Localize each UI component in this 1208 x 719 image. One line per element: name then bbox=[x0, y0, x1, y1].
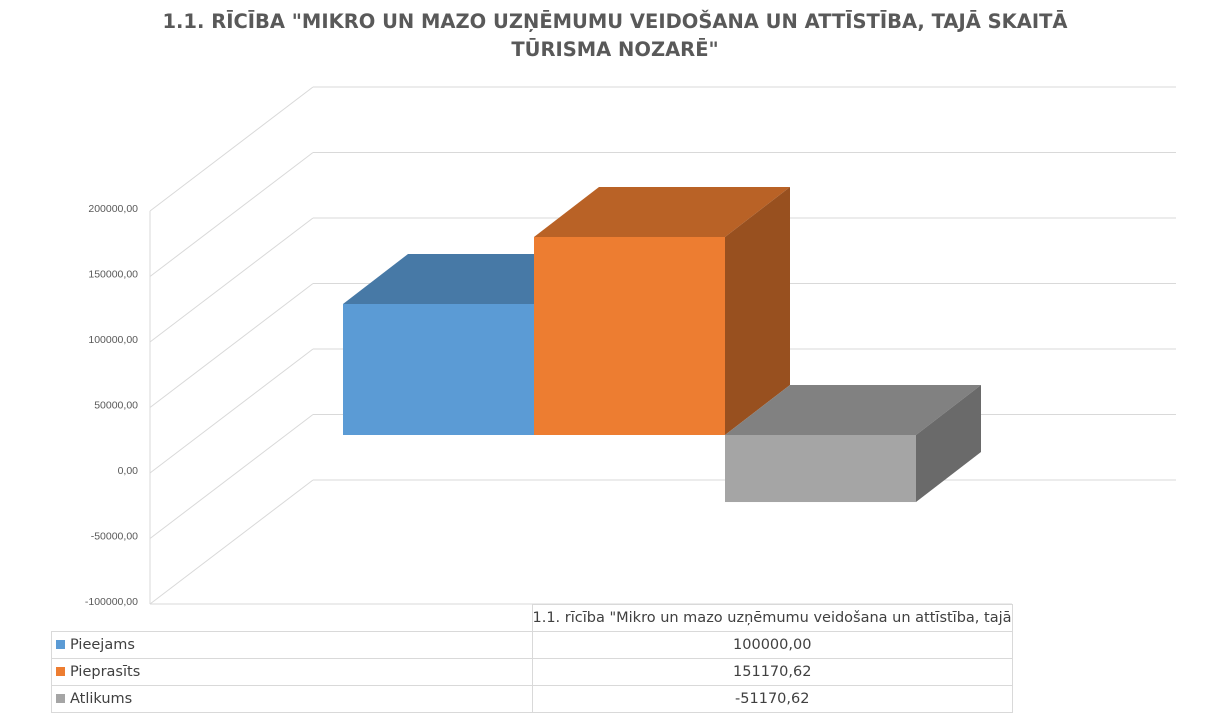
legend-entry-pieejams: Pieejams bbox=[51, 631, 533, 659]
data-table-value: 151170,62 bbox=[531, 658, 1013, 686]
bar-side-face bbox=[725, 186, 790, 435]
data-table-row: Pieprasīts 151170,62 bbox=[51, 658, 1013, 686]
legend-swatch bbox=[56, 694, 65, 703]
series-name: Atlikums bbox=[70, 691, 133, 707]
series-name: Pieprasīts bbox=[70, 664, 141, 680]
series-name: Pieejams bbox=[70, 637, 135, 653]
chart-title: 1.1. RĪCĪBA "MIKRO UN MAZO UZŅĒMUMU VEID… bbox=[162, 10, 1068, 61]
gridline-side bbox=[149, 283, 314, 408]
y-tick-label: 200000,00 bbox=[88, 203, 138, 215]
y-tick-label: -50000,00 bbox=[91, 531, 138, 543]
legend-entry-atlikums: Atlikums bbox=[51, 685, 533, 713]
legend-swatch bbox=[56, 667, 65, 676]
bar-top-face bbox=[725, 385, 981, 435]
data-table-value: -51170,62 bbox=[531, 685, 1013, 713]
data-table-row: Atlikums -51170,62 bbox=[51, 685, 1013, 713]
data-table-header: 1.1. rīcība "Mikro un mazo uzņēmumu veid… bbox=[51, 604, 1013, 632]
bar-top-face bbox=[534, 186, 790, 237]
legend-swatch bbox=[56, 640, 65, 649]
y-tick-label: 0,00 bbox=[118, 465, 139, 477]
y-tick-label: 100000,00 bbox=[88, 334, 138, 346]
bar-side-face bbox=[916, 385, 981, 503]
y-tick-label: 50000,00 bbox=[94, 400, 138, 412]
bar-atlikums bbox=[725, 385, 981, 503]
gridline-side bbox=[149, 86, 314, 212]
bar-front-face bbox=[725, 435, 916, 503]
gridline-side bbox=[149, 348, 314, 474]
y-tick-label: 150000,00 bbox=[88, 269, 138, 281]
data-table-row: Pieejams 100000,00 bbox=[51, 631, 1013, 659]
bars bbox=[343, 186, 981, 503]
legend-entry-pieprasits: Pieprasīts bbox=[51, 658, 533, 686]
y-axis-tick-labels: -100000,00-50000,000,0050000,00100000,00… bbox=[85, 203, 138, 608]
data-table-category-label: 1.1. rīcība "Mikro un mazo uzņēmumu veid… bbox=[531, 604, 1013, 632]
gridline-side bbox=[149, 479, 314, 605]
data-table-corner bbox=[51, 604, 533, 632]
data-table: 1.1. rīcība "Mikro un mazo uzņēmumu veid… bbox=[51, 604, 1013, 713]
bar-front-face bbox=[343, 304, 534, 435]
gridline-side bbox=[149, 217, 314, 343]
gridline-side bbox=[149, 152, 314, 277]
bar-piepras-ts bbox=[534, 186, 790, 435]
data-table-value: 100000,00 bbox=[531, 631, 1013, 659]
bar-front-face bbox=[534, 236, 725, 435]
gridline-side bbox=[149, 414, 314, 539]
